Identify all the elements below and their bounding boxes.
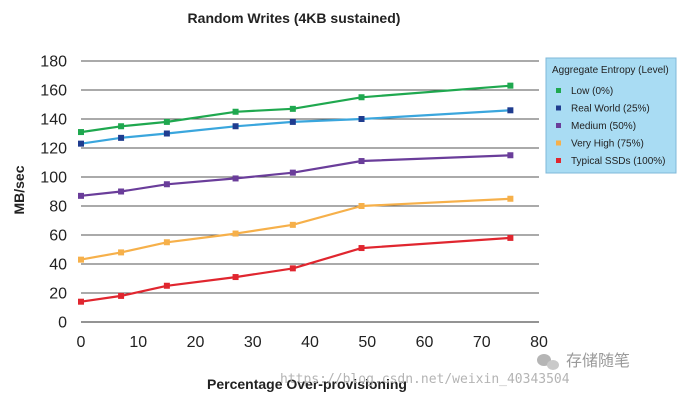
data-point [232,175,239,182]
data-point [358,94,365,101]
legend: Aggregate Entropy (Level) Low (0%) Real W… [545,57,677,174]
data-point [507,234,514,241]
y-tick-label: 160 [40,83,67,100]
legend-swatch [556,88,561,93]
plot-series [78,82,514,305]
data-point [118,134,125,141]
data-point [232,108,239,115]
data-point [232,274,239,281]
data-point [358,158,365,165]
x-axis-title: Percentage Over-provisioning [207,376,407,392]
data-point [358,203,365,209]
data-point [163,282,170,289]
x-tick-label: 10 [129,334,147,351]
data-point [507,195,514,202]
y-tick-label: 40 [49,257,67,274]
y-tick-label: 80 [49,199,67,216]
watermark-brand: 存储随笔 [566,352,630,370]
data-point [507,152,514,159]
data-point [118,188,125,195]
data-point [118,292,125,299]
watermark-url: https://blog.csdn.net/weixin_40343504 [280,372,570,387]
x-tick-label: 60 [416,334,434,351]
data-point [78,140,84,147]
data-point [232,123,239,130]
watermark: 存储随笔 https://blog.csdn.net/weixin_403435… [280,352,630,387]
chart-title: Random Writes (4KB sustained) [188,10,401,26]
series-1 [78,107,514,147]
tick-labels: 0 20 40 60 80 100 120 140 160 180 0 10 20 30 40 50 60 70 8… [40,54,548,352]
data-point [289,265,296,272]
data-point [118,123,125,130]
y-tick-label: 0 [58,315,67,332]
data-point [78,298,84,305]
gridlines [81,60,539,323]
x-tick-label: 70 [473,334,491,351]
y-tick-label: 60 [49,228,67,245]
data-point [507,107,514,114]
legend-label: Medium (50%) [571,121,636,132]
series-line [80,197,511,261]
legend-swatch [556,158,561,163]
legend-label: Low (0%) [571,86,613,97]
data-point [358,245,365,252]
data-point [163,130,170,137]
x-tick-label: 40 [301,334,319,351]
wechat-logo-icon [537,354,559,370]
data-point [118,249,125,256]
data-point [78,192,84,199]
legend-box [545,57,677,174]
data-point [78,256,84,263]
y-tick-label: 140 [40,112,67,129]
data-point [232,230,239,237]
series-line [80,109,511,145]
series-3 [78,195,514,263]
data-point [289,118,296,125]
data-point [289,169,296,176]
y-tick-label: 20 [49,286,67,303]
legend-label: Very High (75%) [571,139,644,150]
x-tick-label: 50 [358,334,376,351]
x-tick-label: 30 [244,334,262,351]
x-tick-label: 80 [530,334,548,351]
y-axis-title: MB/sec [11,165,27,214]
x-tick-label: 20 [187,334,205,351]
series-2 [78,152,514,199]
legend-swatch [556,140,561,146]
series-4 [78,234,514,305]
y-tick-label: 120 [40,141,67,158]
legend-swatch [556,123,561,128]
legend-title: Aggregate Entropy (Level) [552,65,669,76]
data-point [507,82,514,89]
series-0 [78,82,514,136]
x-tick-label: 0 [77,334,86,351]
data-point [289,105,296,112]
data-point [163,181,170,188]
legend-label: Typical SSDs (100%) [571,156,665,167]
data-point [289,221,296,228]
data-point [163,239,170,246]
data-point [78,129,84,136]
data-point [358,116,365,122]
legend-label: Real World (25%) [571,104,650,115]
y-tick-label: 180 [40,54,67,71]
legend-swatch [556,105,561,111]
y-tick-label: 100 [40,170,67,187]
data-point [163,118,170,125]
